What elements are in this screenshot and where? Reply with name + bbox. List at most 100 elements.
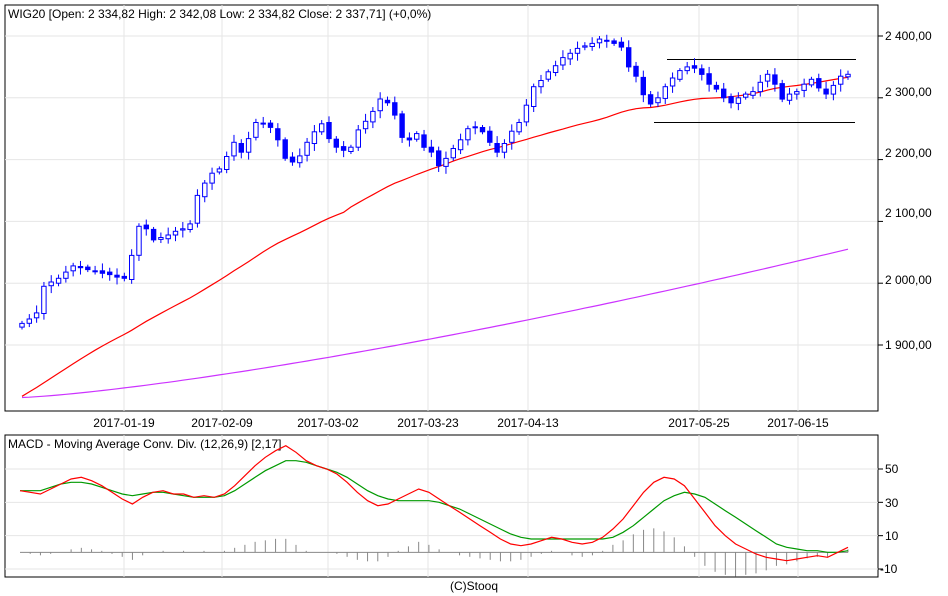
candle bbox=[450, 144, 457, 161]
candle-body-up bbox=[158, 237, 164, 240]
candle-body-up bbox=[801, 83, 807, 91]
x-tick-label: 2017-04-13 bbox=[497, 416, 559, 430]
candle-body-down bbox=[728, 96, 734, 104]
candle bbox=[626, 40, 632, 72]
candle-body-up bbox=[545, 71, 551, 80]
candle-body-up bbox=[377, 98, 383, 112]
macd-histogram bbox=[29, 528, 849, 577]
candle-body-up bbox=[311, 131, 318, 145]
candle bbox=[253, 118, 259, 141]
candle-body-up bbox=[362, 120, 369, 130]
x-tick-label: 2017-06-15 bbox=[767, 416, 829, 430]
candle-body-down bbox=[326, 122, 332, 140]
candle-body-up bbox=[538, 80, 544, 88]
candle bbox=[574, 41, 581, 61]
candle-body-down bbox=[436, 150, 442, 167]
candle-body-down bbox=[487, 130, 493, 143]
candle-body-up bbox=[662, 86, 668, 99]
candle-body-down bbox=[143, 224, 150, 230]
candle-body-up bbox=[136, 225, 142, 256]
candle-body-up bbox=[596, 38, 603, 44]
candle-body-up bbox=[348, 146, 354, 152]
candle bbox=[531, 83, 537, 113]
candle-body-up bbox=[319, 123, 325, 133]
candle bbox=[414, 131, 420, 142]
candle-body-down bbox=[626, 47, 632, 68]
x-tick-label: 2017-02-09 bbox=[191, 416, 253, 430]
candle bbox=[384, 96, 391, 106]
candle bbox=[392, 96, 398, 120]
candle bbox=[55, 274, 62, 287]
candle bbox=[99, 263, 106, 279]
candle bbox=[552, 60, 559, 77]
candle-body-up bbox=[63, 271, 69, 279]
candle-body-down bbox=[421, 134, 427, 148]
candle bbox=[231, 134, 237, 161]
candle bbox=[362, 113, 369, 134]
candle-body-up bbox=[552, 65, 559, 73]
candle-body-up bbox=[304, 141, 310, 156]
macd-line bbox=[19, 445, 849, 562]
candle bbox=[589, 37, 595, 51]
candle-body-down bbox=[713, 84, 720, 90]
candle bbox=[406, 132, 413, 147]
macd-signal-line bbox=[20, 460, 849, 553]
candlestick-series bbox=[19, 34, 851, 330]
candle-body-down bbox=[640, 76, 646, 96]
candle bbox=[114, 268, 120, 285]
macd-y-tick-label: 10 bbox=[885, 529, 899, 543]
candle-body-up bbox=[786, 93, 793, 101]
candle-body-up bbox=[684, 66, 690, 72]
candle bbox=[794, 88, 800, 100]
candle-body-down bbox=[107, 271, 113, 276]
ma-short-line bbox=[21, 76, 849, 397]
candle-body-up bbox=[26, 318, 33, 324]
candle bbox=[487, 126, 493, 147]
candle bbox=[77, 260, 84, 275]
x-tick-label: 2017-03-23 bbox=[397, 416, 459, 430]
candle bbox=[428, 139, 435, 158]
candle bbox=[750, 86, 756, 100]
candle bbox=[224, 151, 230, 174]
candle-body-up bbox=[523, 104, 530, 123]
candle-body-down bbox=[611, 40, 617, 44]
candle-body-up bbox=[830, 84, 837, 95]
candle-body-up bbox=[757, 81, 763, 93]
candle bbox=[348, 144, 354, 155]
candle bbox=[289, 152, 296, 166]
candle bbox=[743, 91, 749, 100]
candle bbox=[63, 265, 69, 283]
candle bbox=[560, 50, 566, 70]
candle bbox=[713, 81, 720, 93]
candle-body-up bbox=[567, 52, 573, 60]
candle bbox=[172, 226, 179, 242]
candle-body-up bbox=[355, 129, 362, 148]
candle bbox=[677, 68, 683, 82]
candle bbox=[319, 120, 325, 135]
candle bbox=[830, 81, 837, 101]
y-tick-label: 2 300,00 bbox=[885, 85, 932, 99]
candle-body-down bbox=[604, 39, 610, 42]
candle bbox=[180, 222, 186, 238]
candle bbox=[245, 131, 252, 160]
candle bbox=[662, 83, 668, 104]
candle-body-down bbox=[428, 146, 435, 153]
candle-body-up bbox=[187, 223, 193, 230]
macd-panel-frame bbox=[4, 434, 879, 578]
candle-body-up bbox=[129, 254, 135, 280]
candle bbox=[209, 167, 215, 190]
macd-y-tick-label: 30 bbox=[885, 496, 899, 510]
candle-body-down bbox=[150, 228, 157, 241]
candle bbox=[699, 64, 705, 81]
candle-body-up bbox=[472, 126, 478, 129]
candle bbox=[772, 68, 778, 92]
candle bbox=[150, 226, 157, 243]
candle-body-down bbox=[289, 156, 296, 163]
price-channel bbox=[654, 58, 856, 124]
candle bbox=[340, 141, 347, 158]
candle-body-up bbox=[172, 230, 179, 236]
candle-body-up bbox=[253, 122, 259, 138]
candle-body-down bbox=[633, 65, 639, 77]
candle-body-down bbox=[77, 266, 84, 269]
